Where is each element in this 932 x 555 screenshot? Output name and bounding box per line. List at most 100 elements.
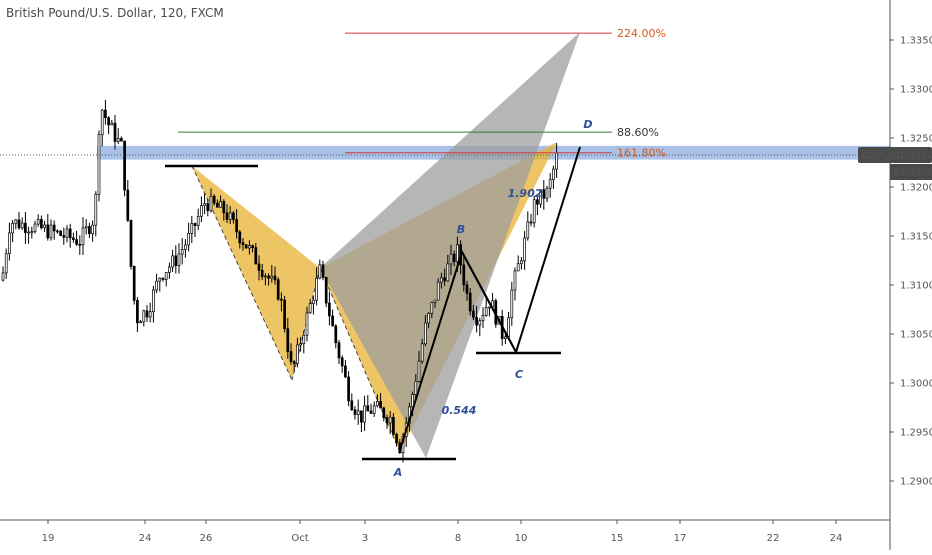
candle-body — [392, 416, 395, 435]
candle-body — [193, 223, 197, 226]
candle-body — [126, 189, 130, 221]
candle-body — [33, 223, 37, 232]
candle-body — [142, 310, 146, 323]
last-price-label: 1.32309 — [899, 151, 932, 162]
candle-body — [123, 140, 126, 191]
candle-body — [152, 289, 155, 312]
candle-body — [340, 357, 344, 367]
candle-body — [302, 334, 306, 344]
candle-body — [17, 219, 21, 229]
candle-body — [232, 212, 235, 220]
candle-body — [510, 289, 514, 319]
candle-body — [216, 202, 219, 208]
y-tick-label: 1.29000 — [900, 477, 932, 488]
candle-body — [539, 189, 542, 205]
candle-body — [552, 168, 555, 180]
candle-body — [49, 224, 53, 239]
candle-body — [321, 264, 325, 278]
candle-body — [267, 275, 270, 279]
candle-body — [107, 117, 110, 126]
candle-body — [452, 253, 456, 262]
candle-body — [292, 361, 296, 364]
candle-body — [462, 264, 466, 286]
candle-body — [174, 255, 178, 267]
candle-body — [177, 253, 181, 267]
candles — [1, 99, 558, 463]
candle-body — [145, 310, 149, 318]
candle-body — [120, 138, 123, 142]
candle-body — [436, 281, 440, 301]
x-tick-label: 24 — [139, 533, 152, 544]
candle-body — [360, 410, 363, 423]
candle-body — [379, 401, 382, 409]
candle-body — [456, 244, 459, 262]
pattern-point-A: A — [393, 466, 403, 479]
candle-body — [484, 307, 488, 316]
x-tick-label: 22 — [767, 533, 780, 544]
candle-body — [363, 405, 366, 423]
x-tick-label: Oct — [291, 533, 308, 544]
candle-body — [11, 223, 14, 234]
candle-body — [315, 277, 318, 301]
candle-body — [46, 224, 50, 239]
candle-body — [132, 265, 136, 301]
candle-body — [4, 253, 8, 274]
candle-body — [196, 215, 200, 226]
x-tick-label: 3 — [362, 533, 368, 544]
candle-body — [190, 223, 194, 234]
candle-body — [424, 322, 427, 345]
x-tick-label: 24 — [830, 533, 843, 544]
candle-body — [532, 199, 536, 224]
candle-body — [286, 328, 290, 352]
candle-body — [257, 263, 261, 271]
candle-body — [344, 365, 347, 378]
candle-body — [30, 231, 34, 233]
x-tick-label: 26 — [200, 533, 213, 544]
candle-body — [260, 269, 264, 278]
symbol-label: GBPUSD — [862, 151, 904, 162]
candle-body — [523, 237, 526, 262]
candle-body — [110, 122, 114, 126]
candle-body — [14, 219, 18, 224]
candle-body — [52, 224, 56, 232]
candle-body — [536, 199, 539, 205]
x-tick-label: 17 — [674, 533, 687, 544]
abcd-bc — [461, 251, 517, 353]
candle-body — [433, 299, 437, 303]
candle-body — [65, 228, 69, 238]
countdown-badge — [890, 164, 932, 180]
candle-body — [187, 233, 190, 246]
candle-body — [59, 230, 62, 236]
candle-body — [171, 255, 174, 268]
candle-body — [200, 205, 203, 217]
y-tick-label: 1.30000 — [900, 379, 932, 390]
candle-body — [270, 275, 274, 279]
pattern-edge-xa — [191, 165, 293, 381]
candle-body — [180, 249, 184, 255]
candle-body — [209, 195, 213, 212]
candle-body — [548, 179, 552, 189]
candle-body — [68, 228, 72, 239]
candle-body — [113, 122, 117, 142]
candle-body — [299, 343, 302, 346]
candle-body — [254, 247, 258, 265]
ratio-label: 0.544 — [442, 404, 477, 417]
pattern-projection — [320, 32, 580, 458]
candle-body — [283, 299, 286, 330]
candle-body — [43, 224, 46, 229]
candle-body — [414, 381, 418, 395]
candle-body — [481, 315, 485, 322]
candle-body — [516, 263, 520, 272]
candle-body — [228, 212, 232, 220]
candle-body — [264, 275, 267, 278]
x-tick-label: 8 — [455, 533, 461, 544]
candle-body — [62, 235, 66, 238]
candle-body — [507, 317, 510, 338]
candle-body — [241, 242, 245, 246]
candle-body — [158, 277, 162, 282]
candle-body — [273, 275, 277, 281]
candle-body — [382, 407, 386, 418]
candle-body — [488, 306, 491, 309]
candle-body — [465, 284, 469, 294]
candle-body — [468, 292, 472, 312]
